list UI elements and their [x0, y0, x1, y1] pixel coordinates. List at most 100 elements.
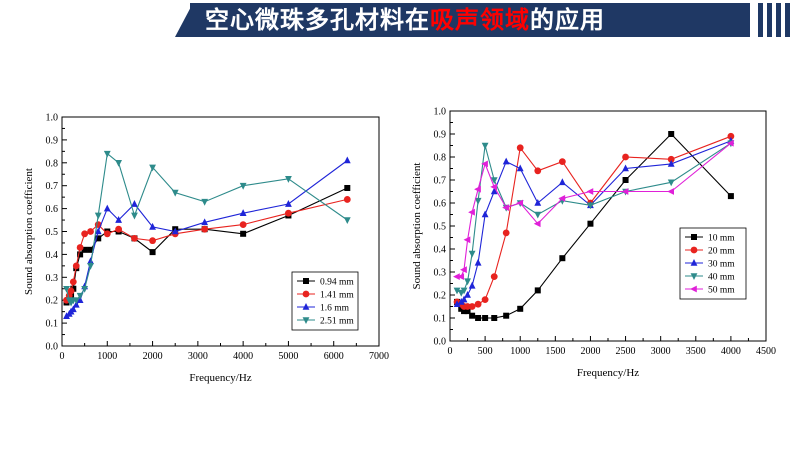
right-chart-x-tick-label: 4000	[721, 346, 741, 357]
left-chart-data-point	[81, 285, 89, 293]
right-chart-data-point	[464, 308, 471, 315]
right-chart-data-point	[558, 158, 566, 166]
left-chart-data-point	[344, 184, 351, 191]
right-chart-data-point	[468, 250, 476, 258]
left-chart-y-tick-label: 0.7	[46, 181, 59, 192]
left-chart-data-point	[149, 237, 156, 245]
right-chart-y-tick-label: 0.5	[434, 222, 447, 233]
right-chart-data-point	[481, 210, 489, 218]
left-chart-data-point	[87, 257, 94, 265]
left-chart-data-point	[81, 230, 89, 238]
right-chart-y-tick-label: 0.3	[434, 268, 447, 279]
right-chart-data-point	[727, 193, 734, 200]
right-chart-data-point	[534, 211, 542, 219]
right-chart-data-point	[502, 229, 510, 237]
right-chart-data-point	[490, 177, 498, 184]
right-chart-legend-marker	[691, 234, 697, 240]
left-chart-data-point	[149, 164, 156, 172]
right-chart-y-tick-label: 0.8	[434, 153, 447, 164]
left-chart-legend-label: 1.6 mm	[320, 304, 350, 314]
right-chart-x-tick-label: 3000	[651, 346, 671, 357]
right-chart-data-point	[667, 179, 675, 187]
right-chart-y-tick-label: 0.2	[434, 291, 447, 302]
left-chart-data-point	[343, 196, 351, 203]
right-chart-legend-label: 20 mm	[708, 247, 735, 257]
right-chart-data-point	[464, 291, 471, 298]
right-chart-data-point	[464, 278, 471, 286]
right-chart-data-point	[453, 273, 460, 280]
right-chart-y-tick-label: 1.0	[434, 107, 447, 118]
left-chart-data-point	[131, 200, 138, 207]
right-chart-data-point	[474, 185, 481, 193]
right-chart-data-point	[481, 160, 488, 168]
right-chart-x-tick-label: 2500	[616, 346, 636, 357]
right-chart-data-point	[587, 220, 594, 227]
right-chart-data-point	[534, 199, 542, 206]
left-chart-data-point	[115, 216, 123, 223]
left-chart-data-point	[343, 156, 351, 164]
left-chart-x-tick-label: 4000	[233, 351, 253, 362]
right-chart-x-tick-label: 1500	[545, 346, 565, 357]
right-chart-data-point	[667, 188, 674, 195]
right-chart-series-line-4	[456, 142, 732, 294]
left-chart-data-point	[239, 182, 247, 190]
right-chart-data-point	[621, 188, 629, 195]
left-chart-y-tick-label: 0.1	[46, 319, 59, 330]
right-chart-legend-marker	[690, 273, 698, 280]
right-chart-data-point	[490, 273, 498, 280]
right-chart-legend-label: 10 mm	[708, 234, 735, 244]
left-chart-data-point	[63, 285, 70, 293]
left-chart-data-point	[115, 160, 123, 167]
right-chart-x-tick-label: 500	[478, 346, 493, 357]
right-chart-data-point	[622, 164, 629, 172]
right-chart-data-point	[534, 287, 541, 294]
decor-stripe	[767, 3, 772, 37]
title-highlight: 吸声领域	[430, 6, 530, 34]
right-chart-data-point	[586, 188, 594, 195]
header-banner: 空心微珠多孔材料在吸声领域的应用	[0, 0, 800, 40]
right-chart-data-point	[481, 296, 489, 303]
left-chart-data-point	[69, 278, 77, 286]
right-chart-data-point	[667, 155, 675, 163]
right-chart-data-point	[468, 208, 475, 216]
left-chart-data-point	[87, 263, 94, 270]
right-chart-data-point	[667, 159, 675, 167]
right-chart-data-point	[502, 204, 509, 211]
left-chart-y-tick-label: 0.5	[46, 227, 59, 238]
page-title: 空心微珠多孔材料在吸声领域的应用	[205, 5, 605, 35]
left-chart-x-axis-label: Frequency/Hz	[189, 372, 251, 384]
right-chart-data-point	[475, 315, 482, 321]
right-chart-legend-marker	[690, 285, 697, 293]
right-chart-data-point	[559, 255, 566, 262]
right-chart-data-point	[516, 164, 524, 172]
right-chart-data-point	[481, 142, 489, 150]
left-chart-y-tick-label: 0.9	[46, 135, 59, 146]
right-chart-y-tick-label: 0.0	[434, 337, 447, 348]
left-chart-y-tick-label: 1.0	[46, 113, 59, 124]
decor-stripes	[758, 3, 798, 37]
left-chart-legend-label: 0.94 mm	[320, 278, 354, 288]
right-chart-legend-label: 50 mm	[708, 286, 735, 296]
left-chart-legend-label: 1.41 mm	[320, 291, 354, 301]
right-chart-data-point	[468, 281, 476, 289]
right-chart-legend-marker	[690, 259, 698, 266]
left-chart-data-point	[76, 292, 84, 300]
left-chart-data-point	[94, 227, 102, 235]
right-chart-data-point	[502, 157, 510, 165]
title-part2: 的应用	[530, 6, 605, 34]
left-chart-legend-marker	[302, 290, 310, 298]
right-chart-y-tick-label: 0.6	[434, 199, 447, 210]
left-chart-data-point	[72, 297, 80, 305]
left-chart-data-point	[94, 212, 102, 220]
left-chart-data-point	[87, 246, 94, 253]
left-chart-data-point	[201, 225, 209, 233]
left-chart-x-tick-label: 6000	[324, 351, 344, 362]
left-chart-data-point	[103, 230, 111, 238]
right-chart-data-point	[668, 131, 675, 137]
left-chart-x-tick-label: 3000	[188, 351, 208, 362]
left-chart-x-tick-label: 1000	[97, 351, 117, 362]
left-chart-data-point	[171, 189, 179, 197]
left-chart-x-tick-label: 2000	[143, 351, 163, 362]
right-chart-y-tick-label: 0.9	[434, 130, 447, 141]
right-chart-data-point	[727, 132, 735, 140]
